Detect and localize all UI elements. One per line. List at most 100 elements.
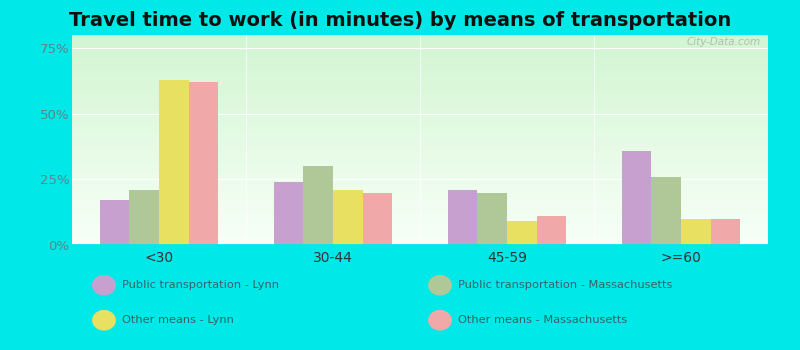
Bar (72, 48, 768, 49)
Bar (72, 154, 768, 155)
Bar (72, 138, 768, 139)
Bar (72, 55, 768, 56)
Bar (72, 231, 768, 232)
Bar (72, 200, 768, 201)
Bar (72, 175, 768, 176)
Bar (72, 188, 768, 189)
Bar (72, 56, 768, 57)
Bar (681, 219, 710, 245)
Bar (72, 69, 768, 70)
Bar (72, 116, 768, 117)
Bar (72, 135, 768, 136)
Bar (72, 183, 768, 184)
Bar (72, 51, 768, 52)
Bar (72, 206, 768, 207)
Bar (72, 74, 768, 75)
Text: Public transportation - Lynn: Public transportation - Lynn (122, 280, 278, 290)
Bar (72, 199, 768, 200)
Bar (72, 223, 768, 224)
Bar (72, 241, 768, 242)
Bar (72, 65, 768, 66)
Bar (72, 78, 768, 79)
Bar (72, 141, 768, 142)
Text: Public transportation - Massachusetts: Public transportation - Massachusetts (458, 280, 672, 290)
Bar (72, 226, 768, 227)
Bar (72, 77, 768, 78)
Bar (72, 53, 768, 54)
Bar (72, 111, 768, 112)
Bar (72, 161, 768, 162)
Bar (72, 225, 768, 226)
Bar (72, 85, 768, 86)
Bar (72, 219, 768, 220)
Bar (72, 81, 768, 82)
Bar (72, 185, 768, 186)
Bar (72, 176, 768, 177)
Bar (72, 177, 768, 178)
Bar (72, 236, 768, 237)
Bar (72, 227, 768, 228)
Bar (622, 150, 651, 245)
Bar (72, 47, 768, 48)
Bar (72, 43, 768, 44)
Bar (72, 83, 768, 84)
Bar (72, 139, 768, 140)
Bar (72, 37, 768, 38)
Bar (72, 70, 768, 71)
Bar (72, 229, 768, 230)
Bar (72, 216, 768, 217)
Bar (72, 71, 768, 72)
Bar (72, 179, 768, 180)
Bar (72, 72, 768, 73)
Bar (72, 80, 768, 81)
Bar (72, 178, 768, 179)
Bar (72, 195, 768, 196)
Bar (130, 190, 159, 245)
Bar (72, 57, 768, 58)
Bar (72, 191, 768, 193)
Bar (100, 200, 130, 245)
Bar (362, 193, 392, 245)
Bar (72, 204, 768, 205)
Bar (72, 64, 768, 65)
Bar (72, 167, 768, 168)
Bar (72, 41, 768, 42)
Bar (303, 166, 333, 245)
Bar (72, 145, 768, 146)
Bar (72, 153, 768, 154)
Bar (72, 164, 768, 165)
Bar (72, 95, 768, 96)
Bar (72, 234, 768, 236)
Bar (72, 189, 768, 190)
Bar (72, 108, 768, 110)
Bar (72, 158, 768, 159)
Bar (72, 243, 768, 244)
Bar (72, 215, 768, 216)
Bar (72, 73, 768, 74)
Bar (72, 162, 768, 163)
Bar (72, 157, 768, 158)
Bar (72, 242, 768, 243)
Bar (72, 244, 768, 245)
Bar (72, 217, 768, 218)
Bar (72, 137, 768, 138)
Bar (537, 216, 566, 245)
Bar (72, 163, 768, 164)
Bar (72, 128, 768, 130)
Bar (72, 118, 768, 119)
Bar (72, 208, 768, 209)
Bar (72, 147, 768, 148)
Bar (72, 170, 768, 172)
Bar (72, 156, 768, 157)
Bar (72, 134, 768, 135)
Bar (72, 187, 768, 188)
Bar (72, 113, 768, 114)
Bar (72, 124, 768, 125)
Bar (72, 50, 768, 51)
Bar (72, 76, 768, 77)
Bar (72, 89, 768, 90)
Bar (72, 140, 768, 141)
Bar (507, 222, 537, 245)
Bar (72, 120, 768, 121)
Bar (72, 122, 768, 123)
